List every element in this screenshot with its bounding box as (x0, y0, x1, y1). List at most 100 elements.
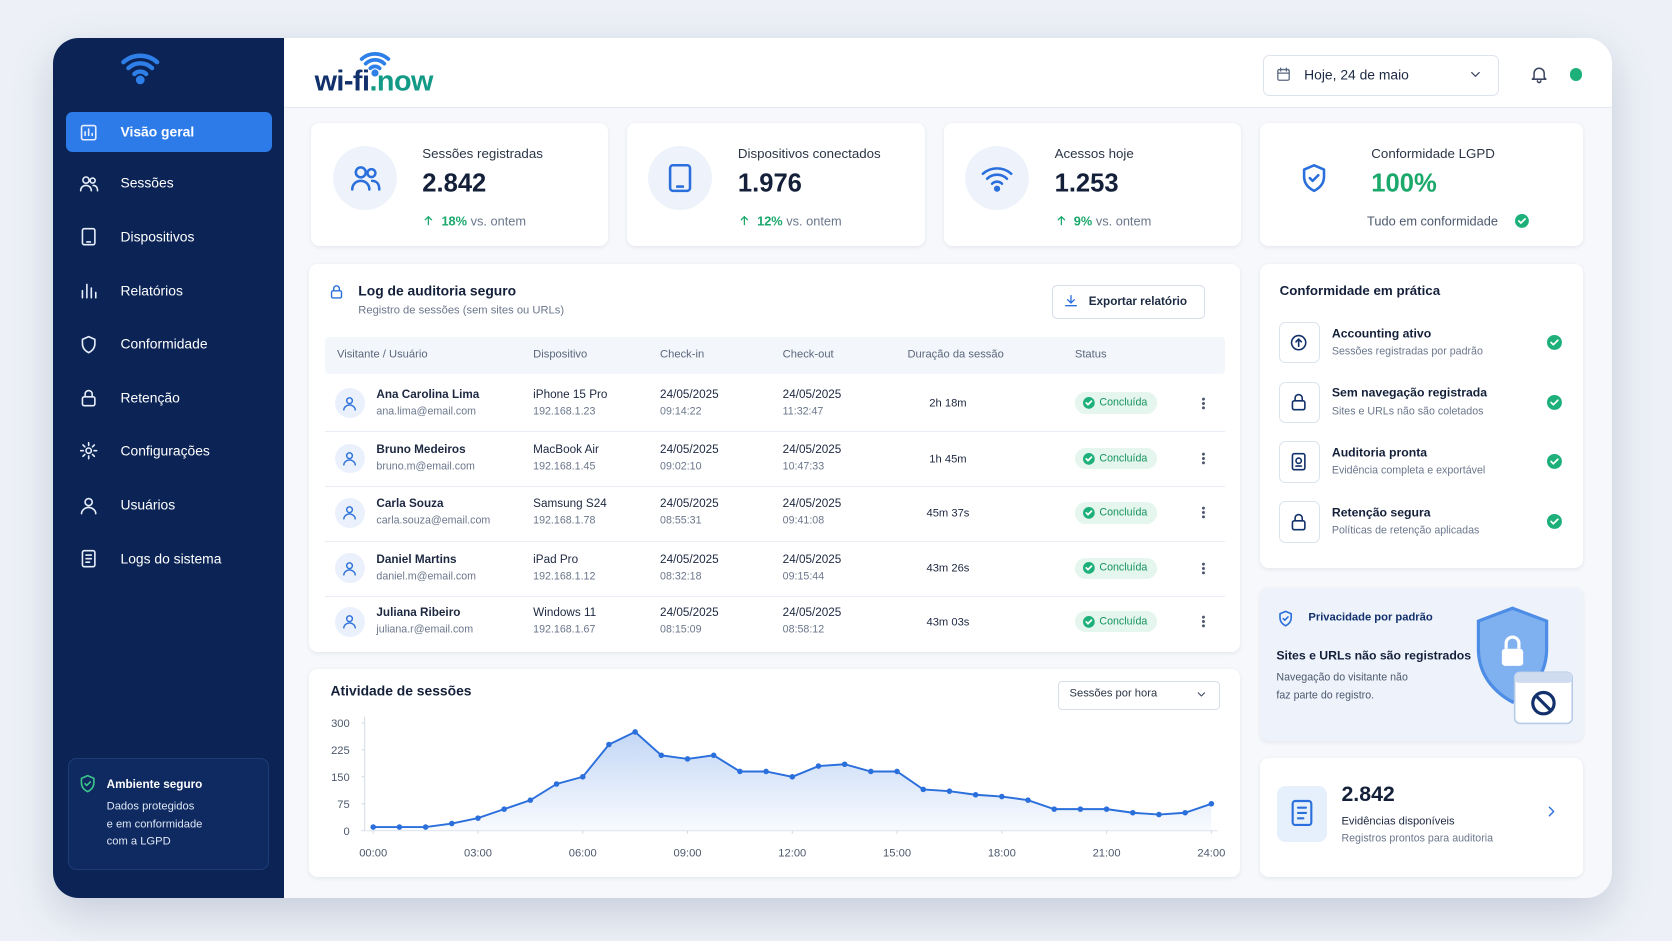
icon-shape (371, 69, 379, 77)
icon (1291, 394, 1306, 411)
icon-shape (81, 227, 96, 246)
checkout-date: 24/05/2025 (782, 606, 842, 620)
icon-shape (1548, 806, 1555, 817)
nav-item[interactable]: Retenção (120, 389, 180, 406)
checkin-time: 09:02:10 (660, 460, 702, 473)
icon-shape (1531, 67, 1547, 84)
nav-item[interactable]: Dispositivos (120, 228, 195, 245)
icon-shape (79, 184, 92, 192)
stat-value: 1.253 (1054, 170, 1119, 199)
column-header: Duração da sessão (907, 348, 1004, 361)
icon-shape (993, 185, 1001, 192)
status-label: Concluída (1099, 452, 1148, 465)
icon-shape (121, 53, 160, 77)
icon (1202, 562, 1206, 575)
icon-shape (1202, 615, 1206, 619)
icon-shape (1290, 334, 1307, 351)
compliance-icon-box (1278, 501, 1320, 543)
checkin-date: 24/05/2025 (660, 552, 719, 566)
row-divider (325, 596, 1226, 598)
icon-shape (136, 75, 146, 85)
logo-accent: .now (369, 65, 433, 98)
stat-change-value: 9% (1073, 213, 1093, 229)
icon (424, 216, 433, 226)
icon-shape (1202, 515, 1206, 519)
device-ip: 192.168.1.23 (533, 405, 596, 418)
stat-value: 1.976 (737, 170, 802, 199)
icon (121, 53, 160, 85)
icon (1291, 799, 1313, 826)
nav-item[interactable]: Configurações (120, 442, 210, 459)
row-divider (325, 486, 1226, 488)
icon-shape (80, 506, 97, 515)
checkin-date: 24/05/2025 (660, 387, 719, 401)
icon (1065, 295, 1078, 307)
check-icon (1082, 507, 1095, 519)
icon (1202, 615, 1206, 628)
icon-shape (370, 179, 381, 191)
stat-value: 100% (1371, 170, 1437, 199)
icon-shape (79, 442, 98, 460)
column-header: Check-in (660, 348, 705, 361)
nav-item[interactable]: Usuários (120, 497, 176, 514)
check-mark (1085, 619, 1093, 625)
check-icon (1082, 452, 1095, 465)
stat-change-note: vs. ontem (470, 213, 527, 229)
icon-shape (1295, 457, 1303, 465)
duration: 1h 45m (929, 452, 967, 465)
logo-main: wi-fi (314, 65, 370, 98)
stat-card (1260, 122, 1584, 247)
nav-item[interactable]: Sessões (120, 175, 174, 192)
icon (343, 615, 357, 629)
stat-value: 2.842 (422, 170, 487, 199)
icon (669, 164, 692, 193)
date-label[interactable]: Hoje, 24 de maio (1304, 66, 1409, 83)
icon (343, 506, 357, 520)
privacy-text: Navegação do visitante não (1276, 671, 1408, 684)
icon-shape (343, 569, 357, 576)
check-mark (1550, 339, 1559, 346)
visitor-email: daniel.m@email.com (376, 570, 477, 583)
stat-change-value: 12% (757, 213, 783, 229)
icon (1277, 67, 1291, 81)
icon (740, 216, 749, 226)
nav-item[interactable]: Conformidade (120, 336, 208, 353)
lock-shackle (1504, 635, 1521, 649)
compliance-item-title: Retenção segura (1331, 505, 1431, 520)
chart-selector[interactable] (1057, 681, 1220, 711)
compliance-item-subtitle: Sites e URLs não são coletados (1331, 405, 1484, 418)
row-divider (325, 430, 1226, 432)
nav-item[interactable]: Visão geral (120, 123, 195, 140)
icon-shape (89, 176, 96, 184)
check-mark (1517, 217, 1526, 225)
export-button[interactable] (1052, 284, 1205, 319)
nav-item[interactable]: Logs do sistema (120, 550, 222, 567)
nav-item[interactable]: Relatórios (120, 282, 183, 299)
checkin-time: 08:55:31 (660, 515, 702, 528)
visitor-name: Bruno Medeiros (376, 442, 466, 456)
nav-active[interactable] (66, 111, 272, 153)
export-label[interactable]: Exportar relatório (1088, 294, 1188, 308)
chart-selector-label[interactable]: Sessões por hora (1069, 687, 1158, 700)
date-picker[interactable] (1262, 55, 1500, 96)
icon (343, 396, 357, 411)
icon-shape (83, 781, 91, 787)
status-pill (1074, 611, 1157, 633)
icon (360, 51, 391, 77)
visitor-name: Daniel Martins (376, 552, 457, 566)
checkin-date: 24/05/2025 (660, 497, 719, 511)
icon-shape (333, 284, 341, 292)
block-line (1534, 694, 1552, 712)
check-icon (1082, 562, 1095, 575)
icon-shape (331, 289, 343, 299)
icon-shape (1279, 610, 1293, 627)
compliance-item-title: Accounting ativo (1331, 326, 1432, 341)
icon-shape (343, 403, 357, 411)
icon (343, 561, 357, 576)
icon-shape (424, 216, 433, 226)
block-sign (1530, 690, 1556, 715)
stat-change: 18% vs. ontem (441, 213, 526, 228)
check-mark (1085, 455, 1093, 462)
icon-shape (81, 284, 97, 299)
duration: 45m 37s (926, 507, 970, 520)
